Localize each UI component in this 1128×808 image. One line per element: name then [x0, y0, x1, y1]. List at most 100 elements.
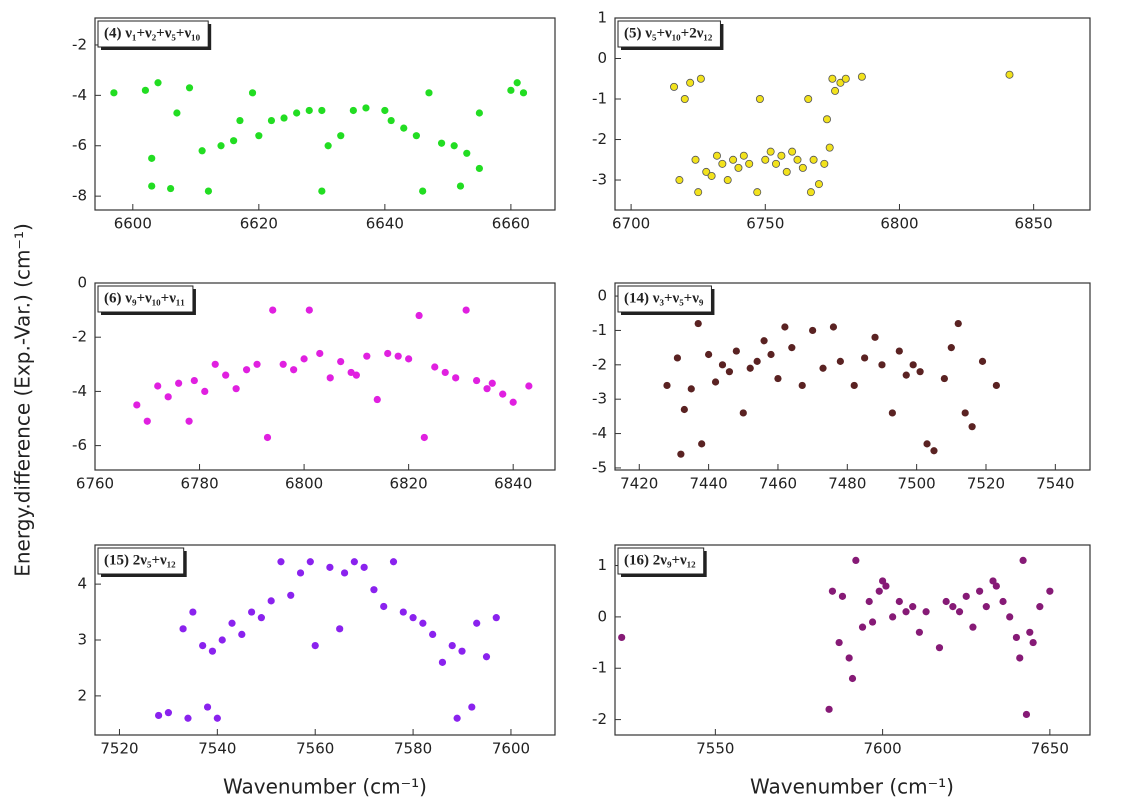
point: [199, 641, 207, 650]
point: [363, 352, 371, 360]
point: [878, 361, 886, 369]
point: [746, 364, 754, 372]
point: [935, 644, 944, 652]
point: [882, 582, 890, 590]
point: [389, 558, 398, 566]
point: [394, 352, 402, 360]
point: [992, 381, 1000, 390]
point: [211, 360, 219, 368]
point: [828, 587, 837, 595]
x-tick-label: 7560: [296, 740, 334, 758]
point: [179, 625, 187, 633]
point: [823, 115, 832, 124]
y-tick-label: -5: [592, 458, 607, 476]
point: [788, 147, 797, 156]
x-tick-label: 7600: [864, 740, 902, 758]
point: [781, 323, 789, 331]
point: [277, 558, 285, 566]
point: [670, 82, 679, 91]
point: [438, 658, 447, 666]
point: [400, 124, 408, 132]
point: [253, 360, 261, 368]
point: [475, 109, 483, 117]
point: [267, 597, 275, 605]
point: [1036, 603, 1044, 611]
point: [694, 319, 702, 328]
y-tick-label: 1: [597, 556, 607, 574]
x-tick-label: 6800: [285, 475, 323, 493]
point: [902, 608, 910, 616]
point: [675, 176, 684, 185]
title-box: [97, 285, 194, 313]
point: [247, 608, 256, 616]
point: [725, 368, 734, 376]
x-tick-label: 7540: [1036, 475, 1074, 493]
x-tick-label: 7650: [1031, 740, 1069, 758]
point: [852, 556, 860, 565]
point: [850, 381, 858, 390]
point: [680, 405, 688, 414]
point: [208, 647, 217, 655]
point: [760, 337, 768, 345]
x-tick-label: 6820: [390, 475, 428, 493]
point: [1029, 638, 1037, 647]
point: [798, 163, 807, 172]
point: [468, 703, 476, 711]
point: [462, 306, 470, 314]
x-tick-label: 7480: [828, 475, 866, 493]
point: [419, 619, 427, 627]
panel-title: (4) ν₁+ν₂+ν₅+ν₁₀: [104, 25, 201, 41]
point: [793, 155, 802, 164]
point: [942, 597, 950, 606]
panel-title: (6) ν₉+ν₁₀+ν₁₁: [104, 290, 185, 306]
x-tick-label: 6750: [746, 215, 784, 233]
point: [311, 641, 319, 650]
point: [858, 623, 867, 631]
point: [352, 371, 360, 379]
point: [133, 401, 141, 409]
point: [452, 374, 460, 382]
x-tick-label: 7520: [100, 740, 138, 758]
point: [269, 306, 277, 314]
y-tick-label: 1: [597, 9, 607, 27]
point: [838, 592, 847, 600]
x-tick-label: 7550: [696, 740, 734, 758]
panel: 6760 6780 6800 6820 6840 -6 -4 -2 0 (6) ν₉+ν₁₀+ν₁…: [72, 274, 556, 493]
point: [509, 398, 517, 406]
point: [167, 184, 175, 193]
x-tick-label: 7420: [620, 475, 658, 493]
point: [475, 164, 483, 173]
point: [340, 569, 349, 577]
point: [804, 95, 813, 104]
y-tick-label: 3: [77, 631, 87, 649]
panel-title: (15) 2ν₅+ν₁₂: [104, 552, 176, 568]
panel-title: (16) 2ν₉+ν₁₂: [624, 552, 696, 568]
point: [483, 385, 491, 393]
point: [350, 558, 358, 566]
point: [889, 613, 897, 621]
point: [482, 653, 491, 661]
point: [154, 382, 162, 390]
point: [729, 155, 738, 164]
point: [836, 78, 845, 87]
point: [279, 360, 287, 368]
x-tick-label: 6840: [494, 475, 532, 493]
point: [155, 711, 163, 720]
point: [384, 349, 392, 358]
point: [373, 395, 381, 404]
point: [961, 409, 969, 417]
point: [798, 381, 806, 390]
x-tick-label: 6760: [76, 475, 114, 493]
x-tick-label: 7440: [690, 475, 728, 493]
point: [218, 636, 226, 644]
point: [185, 417, 193, 425]
point: [806, 188, 815, 197]
x-tick-label: 7580: [394, 740, 432, 758]
point: [326, 374, 334, 382]
point: [204, 187, 213, 195]
y-tick-label: 4: [77, 575, 87, 593]
point: [431, 363, 439, 371]
point: [1006, 613, 1014, 621]
point: [865, 597, 873, 606]
point: [836, 357, 844, 365]
